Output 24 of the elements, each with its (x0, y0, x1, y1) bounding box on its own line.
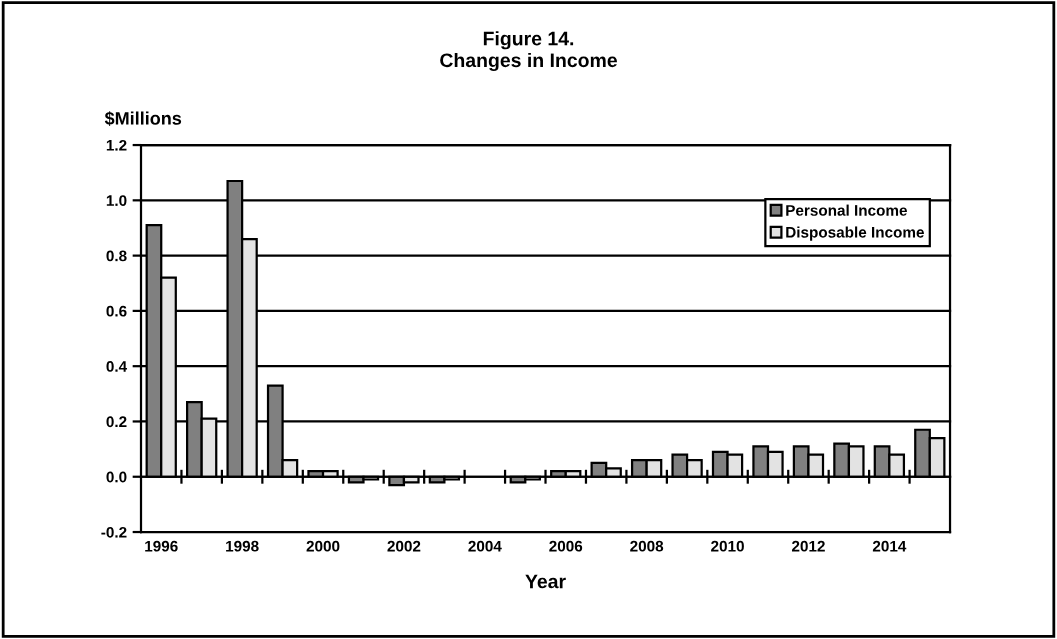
y-axis-title: $Millions (104, 111, 182, 126)
y-tick-label: 0.4 (106, 361, 128, 372)
y-tick-label: -0.2 (101, 526, 127, 538)
x-tick-label: 2014 (872, 540, 907, 552)
y-tick-label: 1.2 (106, 139, 127, 151)
y-tick-label: 0.6 (106, 305, 127, 317)
x-tick-label: 1998 (226, 540, 259, 552)
x-tick-label: 2010 (711, 540, 744, 552)
x-tick-label: 2008 (630, 540, 664, 552)
x-tick-label: 2006 (549, 540, 583, 552)
chart-subtitle: Changes in Income (440, 52, 617, 72)
legend-label: Disposable Income (786, 226, 924, 241)
y-tick-label: 0.8 (106, 250, 127, 262)
y-tick-label: 0.2 (106, 416, 127, 428)
x-axis-title: Year (525, 574, 566, 589)
y-tick-label: 1.0 (106, 195, 127, 207)
x-tick-label: 2012 (791, 540, 825, 552)
legend-label: Personal Income (786, 204, 907, 216)
chart-title: Figure 14. (483, 31, 574, 50)
x-tick-label: 2004 (468, 540, 502, 552)
y-tick-label: 0.0 (106, 471, 127, 483)
x-tick-label: 2000 (306, 540, 340, 552)
x-tick-label: 2002 (387, 540, 421, 552)
x-tick-label: 1996 (145, 540, 178, 552)
